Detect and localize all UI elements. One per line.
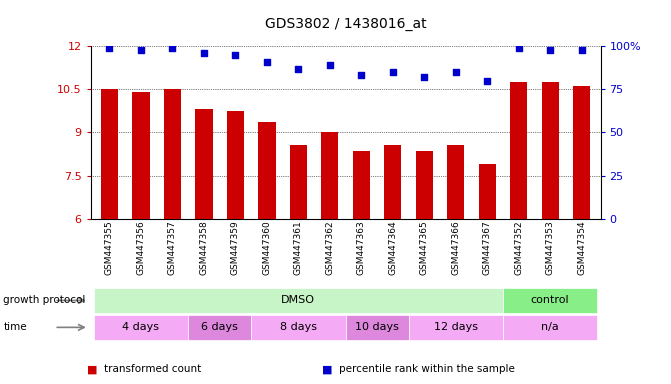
- Point: [450, 69, 461, 75]
- Text: 4 days: 4 days: [122, 322, 160, 333]
- Point: [136, 46, 146, 53]
- Bar: [478, 164, 496, 219]
- Point: [293, 65, 304, 71]
- Bar: [258, 122, 276, 219]
- Text: transformed count: transformed count: [104, 364, 201, 374]
- Text: percentile rank within the sample: percentile rank within the sample: [339, 364, 515, 374]
- Text: n/a: n/a: [541, 322, 559, 333]
- Bar: [188, 315, 251, 340]
- Bar: [409, 315, 503, 340]
- Bar: [503, 315, 597, 340]
- Bar: [346, 315, 409, 340]
- Bar: [321, 132, 338, 219]
- Point: [167, 45, 178, 51]
- Bar: [353, 151, 370, 219]
- Point: [419, 74, 429, 80]
- Text: DMSO: DMSO: [281, 295, 315, 306]
- Point: [545, 46, 556, 53]
- Point: [230, 51, 241, 58]
- Bar: [94, 288, 503, 313]
- Bar: [94, 315, 188, 340]
- Bar: [510, 82, 527, 219]
- Bar: [101, 89, 118, 219]
- Text: 8 days: 8 days: [280, 322, 317, 333]
- Text: growth protocol: growth protocol: [3, 295, 86, 306]
- Bar: [541, 82, 559, 219]
- Point: [387, 69, 398, 75]
- Point: [199, 50, 209, 56]
- Bar: [415, 151, 433, 219]
- Text: GDS3802 / 1438016_at: GDS3802 / 1438016_at: [265, 17, 426, 31]
- Text: 12 days: 12 days: [433, 322, 478, 333]
- Bar: [290, 146, 307, 219]
- Bar: [251, 315, 346, 340]
- Point: [104, 45, 115, 51]
- Bar: [384, 146, 401, 219]
- Point: [576, 46, 587, 53]
- Point: [356, 73, 366, 79]
- Bar: [447, 146, 464, 219]
- Bar: [503, 288, 597, 313]
- Bar: [132, 92, 150, 219]
- Text: time: time: [3, 322, 27, 333]
- Point: [482, 78, 493, 84]
- Bar: [573, 86, 590, 219]
- Bar: [195, 109, 213, 219]
- Text: 10 days: 10 days: [355, 322, 399, 333]
- Text: ■: ■: [87, 364, 98, 374]
- Text: control: control: [531, 295, 570, 306]
- Point: [262, 58, 272, 65]
- Text: ■: ■: [322, 364, 333, 374]
- Bar: [164, 89, 181, 219]
- Bar: [227, 111, 244, 219]
- Point: [513, 45, 524, 51]
- Text: 6 days: 6 days: [201, 322, 238, 333]
- Point: [325, 62, 336, 68]
